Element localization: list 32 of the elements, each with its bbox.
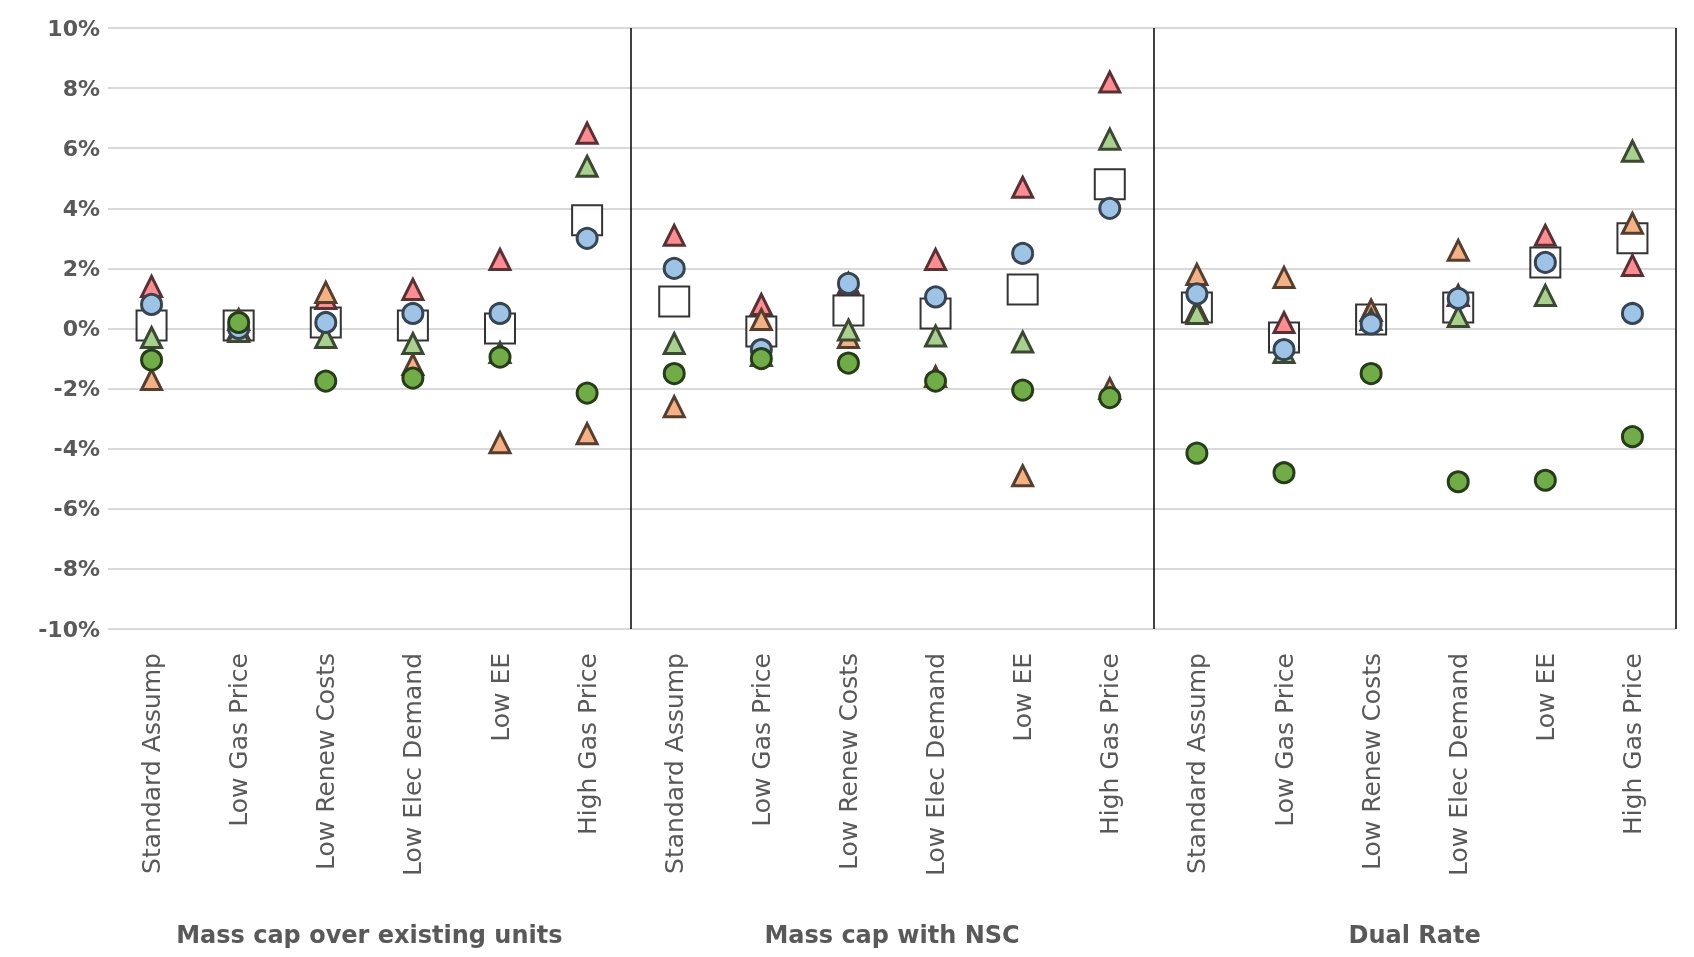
text: Mass cap over existing units [176,921,563,949]
x-tick-label: Low Renew Costs [833,653,863,871]
x-tick-label: Low EE [1008,653,1038,742]
y-tick-label: 0% [62,316,100,341]
text: Mass cap with NSC [764,921,1020,949]
y-tick-label: 4% [62,195,100,221]
y-tick-label: 2% [62,255,100,281]
x-tick-label: High Gas Price [572,653,602,836]
x-tick-label: Low Gas Price [1269,653,1299,827]
y-tick-label: -8% [53,556,100,582]
y-tick-label: 8% [62,75,100,101]
x-tick-label: Low Gas Price [224,653,254,827]
x-tick-label: Low EE [485,653,515,742]
x-tick-label: Low EE [1530,653,1560,742]
x-tick-label: High Gas Price [1095,653,1125,836]
y-tick-label: -4% [53,436,100,462]
x-tick-label: Low Renew Costs [311,653,341,871]
y-tick-label: -10% [38,616,100,642]
x-tick-label: Low Elec Demand [1443,653,1473,877]
y-tick-label: -6% [53,496,100,522]
y-tick-label: 6% [62,135,100,161]
x-tick-label: Low Elec Demand [921,653,951,877]
text: Dual Rate [1348,921,1481,949]
x-tick-label: Low Elec Demand [398,653,428,877]
x-tick-label: High Gas Price [1617,653,1647,836]
x-tick-label: Low Gas Price [746,653,776,827]
x-tick-label: Standard Assump [137,653,167,874]
y-tick-label: 10% [47,15,100,41]
y-tick-label: -2% [53,376,100,402]
x-tick-label: Standard Assump [1182,653,1212,874]
x-tick-label: Low Renew Costs [1356,653,1386,871]
x-tick-label: Standard Assump [659,653,689,874]
